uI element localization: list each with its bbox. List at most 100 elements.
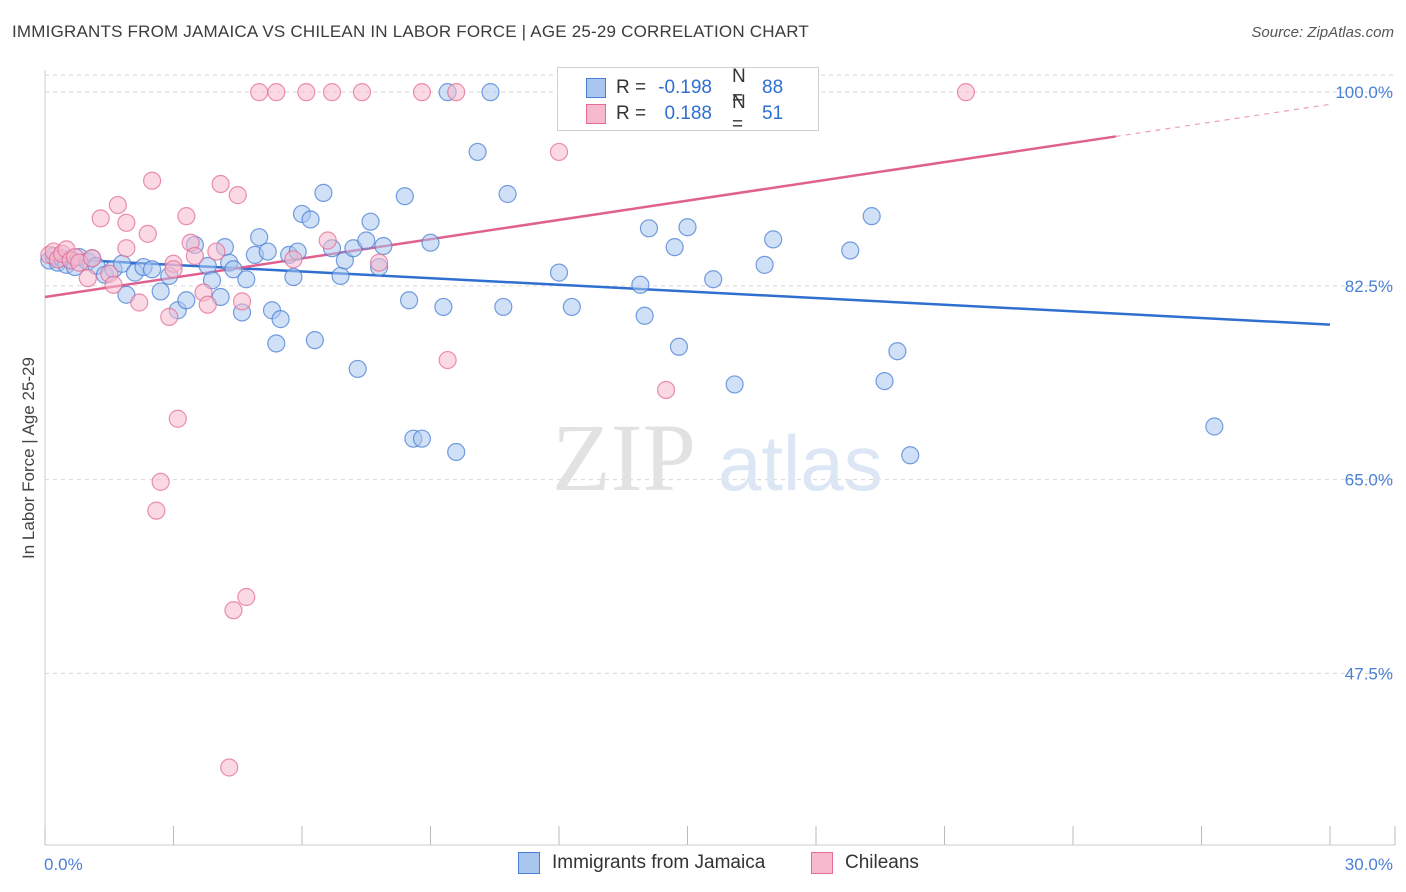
- point-jamaica: [237, 270, 256, 289]
- tick-labels: 47.5% 65.0% 82.5% 100.0% 0.0% 30.0%: [44, 83, 1393, 874]
- point-chileans: [447, 83, 466, 102]
- source-prefix: Source:: [1251, 24, 1308, 41]
- point-chileans: [352, 83, 372, 102]
- point-jamaica: [669, 337, 689, 356]
- point-chileans: [91, 209, 110, 228]
- point-jamaica: [305, 331, 324, 350]
- point-chileans: [147, 501, 166, 520]
- point-jamaica: [665, 238, 684, 257]
- point-jamaica: [434, 297, 453, 317]
- point-chileans: [370, 253, 389, 272]
- y-tick-label: 82.5%: [1345, 277, 1393, 296]
- point-chileans: [224, 601, 243, 620]
- source-credit: Source: ZipAtlas.com: [1251, 24, 1394, 41]
- point-chileans: [160, 307, 179, 326]
- point-chileans: [549, 142, 569, 162]
- series-legend: Immigrants from Jamaica Chileans: [0, 852, 1406, 878]
- point-chileans: [956, 83, 976, 102]
- point-jamaica: [314, 183, 333, 202]
- point-chileans: [322, 83, 342, 102]
- legend-n-label: N =: [732, 66, 746, 109]
- point-jamaica: [224, 260, 243, 279]
- point-jamaica: [348, 359, 367, 379]
- point-jamaica: [399, 291, 419, 310]
- legend-n-value: 88: [762, 77, 784, 98]
- point-chileans: [83, 249, 102, 268]
- legend-swatch-pink: [811, 852, 833, 874]
- x-tick-label: 30.0%: [1345, 855, 1393, 874]
- legend-row-chileans: R = 0.188 N = 51: [586, 92, 784, 135]
- point-chileans: [117, 239, 136, 258]
- point-chileans: [232, 292, 252, 311]
- point-jamaica: [267, 334, 286, 353]
- point-chileans: [104, 275, 123, 294]
- point-chileans: [168, 409, 187, 428]
- point-jamaica: [841, 241, 860, 260]
- point-jamaica: [374, 236, 393, 256]
- point-chileans: [318, 231, 337, 250]
- watermark: ZIP atlas: [552, 404, 883, 511]
- data-points: [40, 83, 1224, 777]
- point-chileans: [438, 350, 457, 370]
- point-chileans: [237, 587, 256, 607]
- point-jamaica: [562, 297, 581, 317]
- point-jamaica: [301, 210, 320, 229]
- point-jamaica: [250, 228, 269, 247]
- point-chileans: [211, 174, 230, 194]
- legend-item-jamaica: Immigrants from Jamaica: [518, 852, 765, 874]
- watermark-zip: ZIP: [552, 404, 696, 511]
- point-jamaica: [549, 263, 569, 282]
- legend-swatch-blue: [586, 78, 606, 98]
- point-jamaica: [639, 219, 659, 238]
- point-chileans: [142, 171, 162, 190]
- point-jamaica: [447, 442, 466, 462]
- legend-label-jamaica: Immigrants from Jamaica: [552, 852, 766, 873]
- point-chileans: [412, 83, 432, 102]
- legend-r-value: 0.188: [664, 103, 712, 124]
- y-tick-label: 47.5%: [1345, 664, 1393, 683]
- point-chileans: [164, 260, 183, 279]
- point-jamaica: [331, 266, 350, 286]
- point-jamaica: [862, 207, 881, 226]
- point-jamaica: [1205, 417, 1224, 436]
- point-jamaica: [755, 255, 774, 274]
- x-tick-label: 0.0%: [44, 855, 83, 874]
- point-chileans: [207, 242, 226, 261]
- point-jamaica: [704, 270, 723, 289]
- point-chileans: [177, 207, 196, 226]
- source-name: ZipAtlas.com: [1307, 24, 1394, 41]
- point-chileans: [250, 83, 269, 102]
- legend-n-label: N =: [732, 92, 746, 135]
- point-jamaica: [494, 297, 513, 317]
- point-chileans: [220, 758, 239, 777]
- point-jamaica: [468, 142, 487, 162]
- point-chileans: [297, 83, 316, 102]
- point-jamaica: [357, 231, 376, 250]
- point-jamaica: [678, 218, 697, 237]
- point-jamaica: [271, 310, 290, 329]
- point-jamaica: [421, 233, 440, 252]
- legend-n-value: 51: [762, 103, 784, 124]
- point-jamaica: [725, 375, 744, 394]
- point-jamaica: [764, 230, 783, 249]
- y-axis-label: In Labor Force | Age 25-29: [19, 357, 38, 559]
- point-chileans: [151, 472, 170, 491]
- point-jamaica: [177, 291, 196, 310]
- point-chileans: [198, 295, 217, 314]
- point-jamaica: [481, 83, 500, 102]
- point-jamaica: [888, 342, 907, 361]
- point-jamaica: [258, 242, 277, 261]
- point-jamaica: [395, 187, 414, 206]
- grid-lines: [45, 74, 1395, 674]
- legend-swatch-pink: [586, 104, 606, 124]
- point-chileans: [117, 213, 136, 232]
- point-jamaica: [412, 429, 432, 448]
- point-jamaica: [151, 282, 170, 301]
- axes: [44, 70, 1396, 846]
- trend-line-chileans: [44, 135, 1117, 299]
- trend-line-chileans-extension: [1115, 103, 1331, 138]
- point-jamaica: [361, 212, 380, 231]
- point-chileans: [138, 224, 157, 243]
- point-chileans: [228, 186, 247, 205]
